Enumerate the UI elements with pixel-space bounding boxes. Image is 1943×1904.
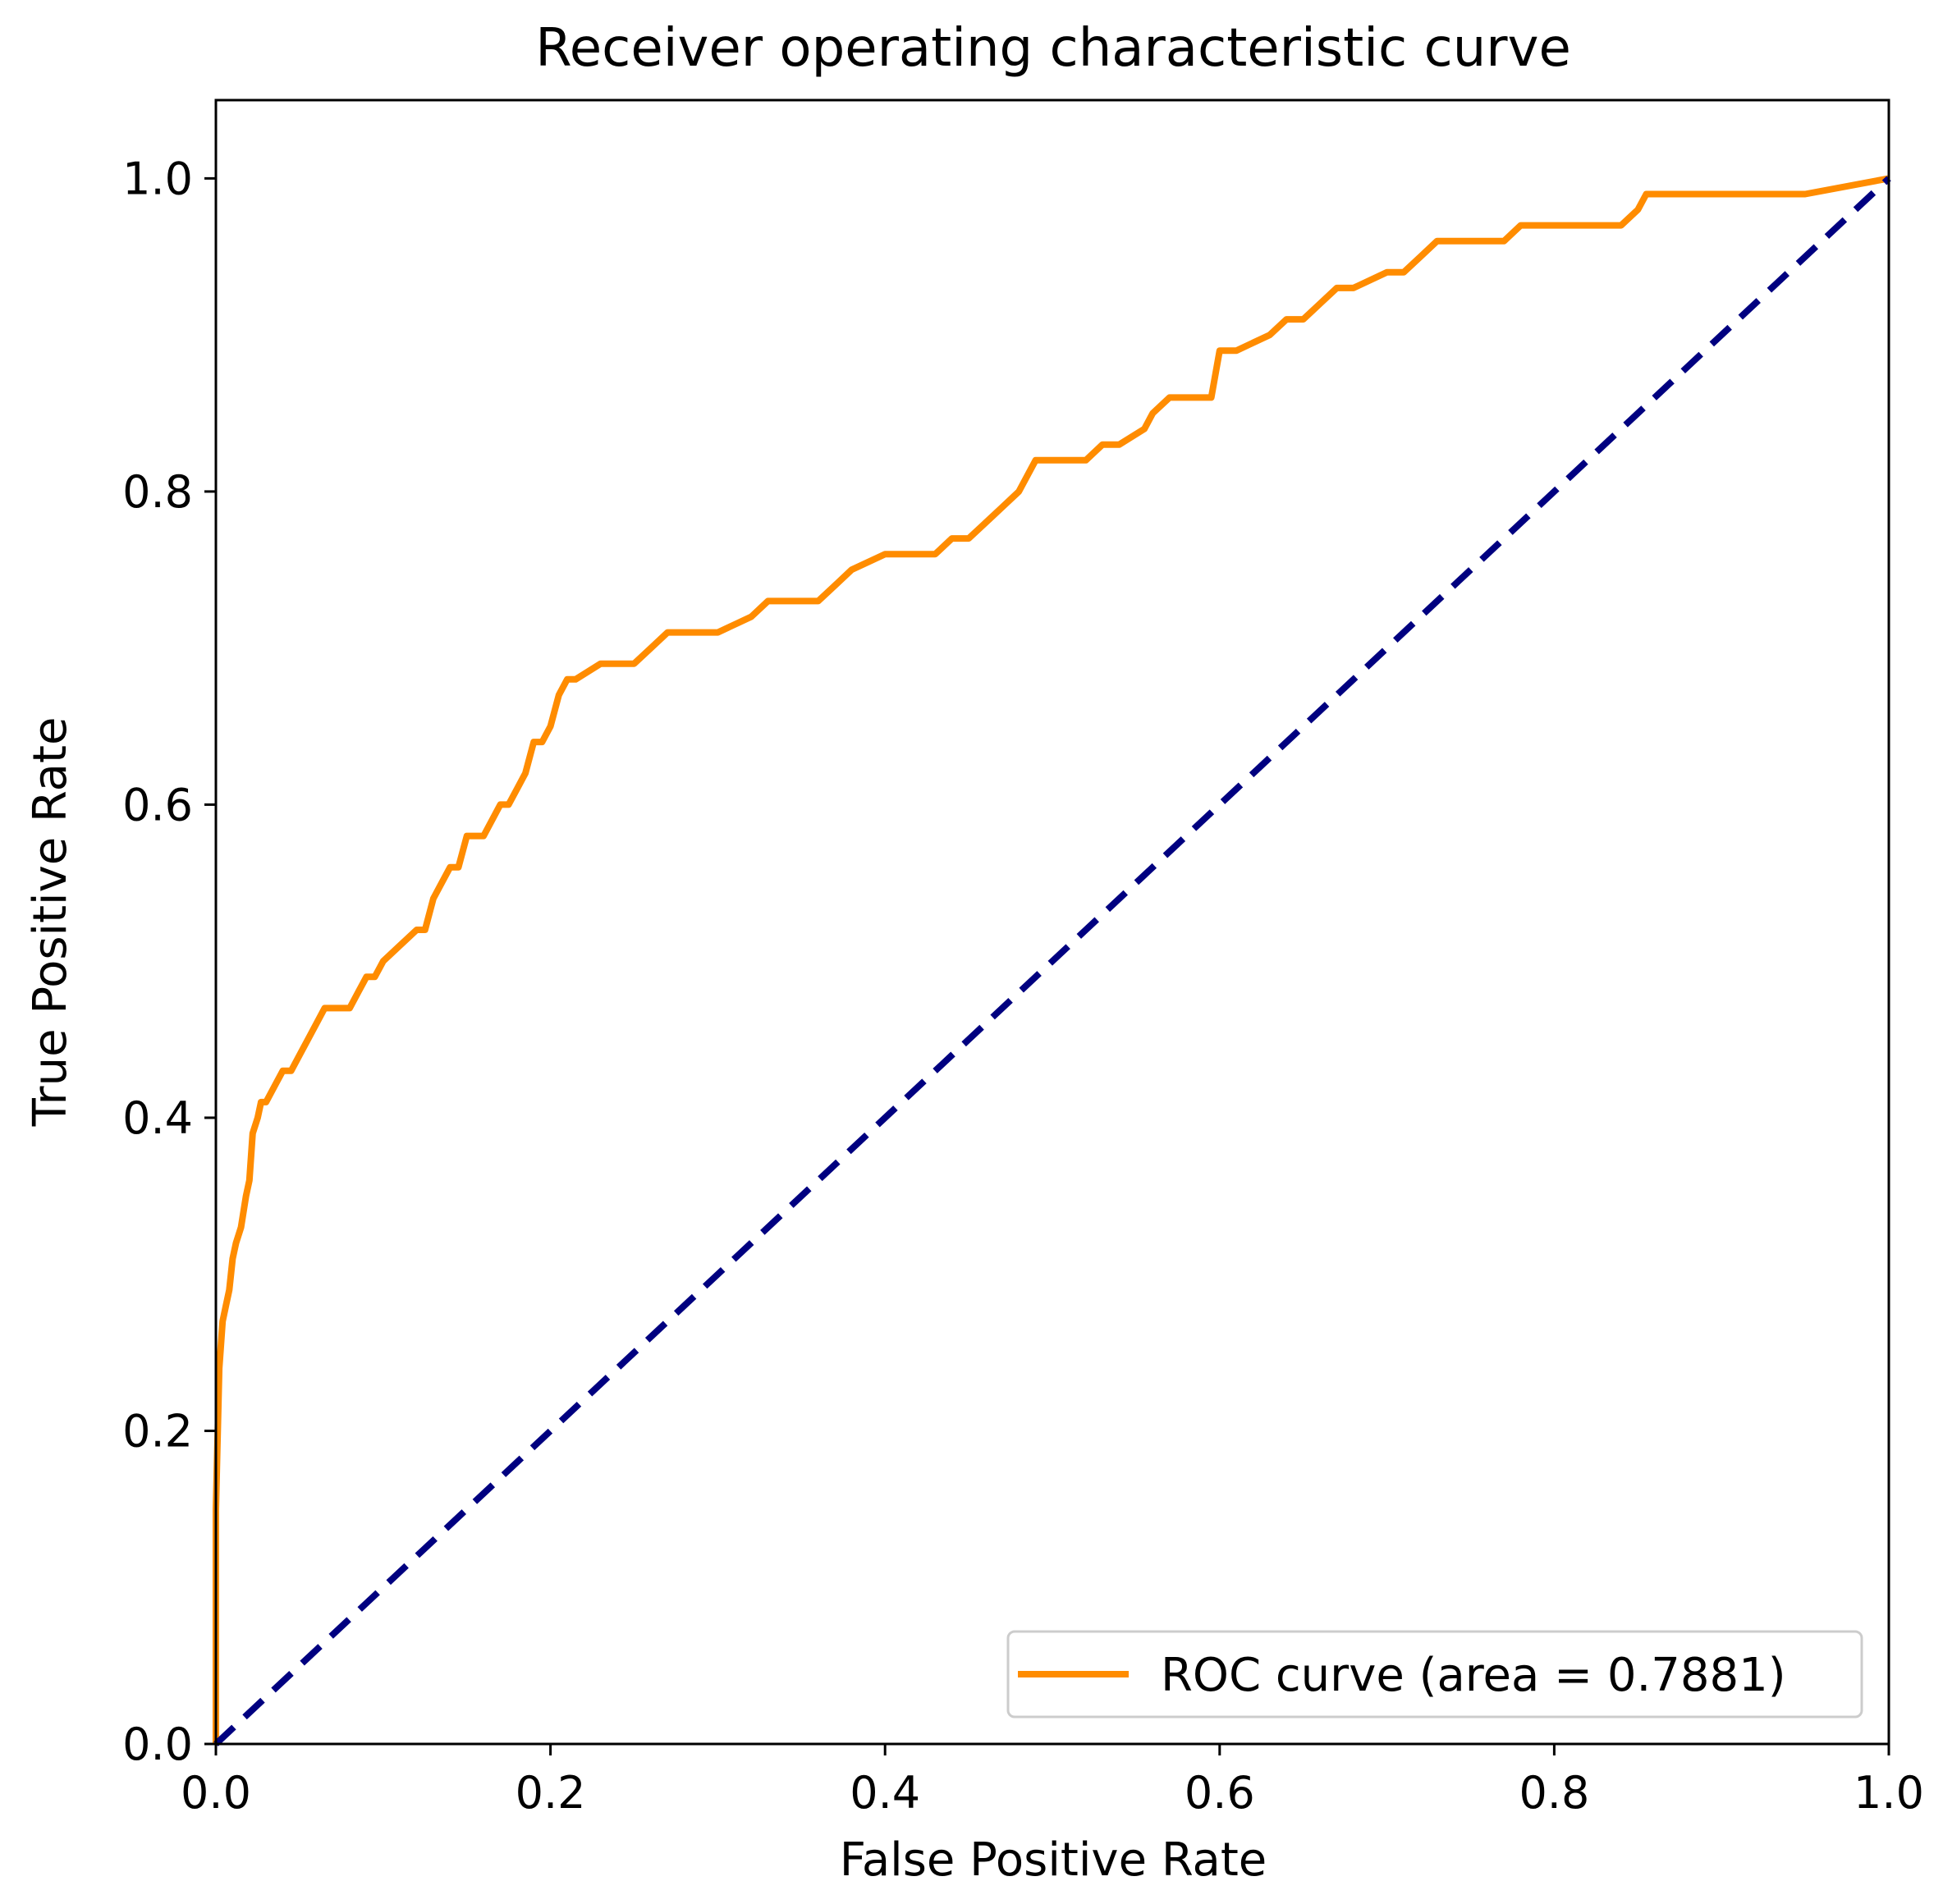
- plot-area: 0.0 0.2 0.4 0.6 0.8 1.0 0.0 0.2 0.4 0.6 0.8 1.0: [122, 98, 1924, 1819]
- legend-label: ROC curve (area = 0.7881): [1161, 1649, 1786, 1702]
- x-tick-label: 0.4: [850, 1767, 920, 1819]
- x-tick-label: 0.2: [516, 1767, 586, 1819]
- y-tick-label: 0.0: [122, 1719, 193, 1770]
- x-tick-label: 1.0: [1854, 1767, 1924, 1819]
- x-tick-label: 0.8: [1519, 1767, 1589, 1819]
- legend-box: [1006, 1630, 1863, 1719]
- y-tick-label: 0.2: [122, 1405, 193, 1457]
- legend: ROC curve (area = 0.7881): [1006, 1630, 1863, 1719]
- y-tick-label: 0.4: [122, 1092, 193, 1144]
- x-axis-label: False Positive Rate: [840, 1833, 1267, 1887]
- y-tick-label: 1.0: [122, 153, 193, 204]
- x-tick-label: 0.0: [181, 1767, 251, 1819]
- diagonal-reference-line: [213, 176, 1891, 1746]
- x-tick-label: 0.6: [1185, 1767, 1255, 1819]
- roc-curve-line: [213, 175, 1890, 1744]
- y-tick-label: 0.8: [122, 466, 193, 518]
- y-tick-label: 0.6: [122, 779, 193, 831]
- chart-title: Receiver operating characteristic curve: [535, 18, 1571, 79]
- plot-frame: [214, 98, 1890, 1746]
- y-axis-label: True Positive Rate: [24, 717, 77, 1128]
